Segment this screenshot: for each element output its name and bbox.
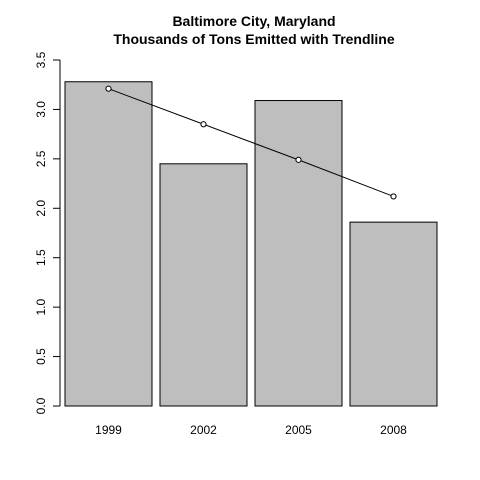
- y-tick-label-3.0: 3.0: [34, 101, 48, 118]
- x-tick-label-1999: 1999: [95, 423, 122, 437]
- trendline-group: [105, 85, 397, 200]
- y-tick-label-0.5: 0.5: [34, 348, 48, 365]
- bar-1999: [64, 81, 153, 407]
- trend-point-2008: [390, 193, 397, 200]
- y-tick-label-2.0: 2.0: [34, 200, 48, 217]
- y-axis: 0.0 0.5 1.0 1.5 2.0 2.5 3.0 3.5: [34, 51, 61, 414]
- x-axis: 1999 2002 2005 2008: [95, 423, 407, 437]
- y-tick-label-1.0: 1.0: [34, 298, 48, 315]
- y-tick-label-0.0: 0.0: [34, 397, 48, 414]
- trend-point-1999: [105, 85, 112, 92]
- bar-2002: [159, 163, 248, 407]
- bar-2005: [254, 100, 343, 407]
- bars-group: [64, 81, 438, 407]
- bar-2008: [349, 221, 438, 407]
- y-tick-label-3.5: 3.5: [34, 51, 48, 68]
- x-tick-label-2005: 2005: [285, 423, 312, 437]
- chart-subtitle: Thousands of Tons Emitted with Trendline: [113, 31, 395, 47]
- x-tick-label-2008: 2008: [380, 423, 407, 437]
- x-tick-label-2002: 2002: [190, 423, 217, 437]
- y-tick-label-2.5: 2.5: [34, 150, 48, 167]
- y-tick-label-1.5: 1.5: [34, 249, 48, 266]
- chart-title: Baltimore City, Maryland: [172, 13, 335, 29]
- trend-point-2005: [295, 156, 302, 163]
- trend-point-2002: [200, 121, 207, 128]
- trendline: [108, 88, 394, 197]
